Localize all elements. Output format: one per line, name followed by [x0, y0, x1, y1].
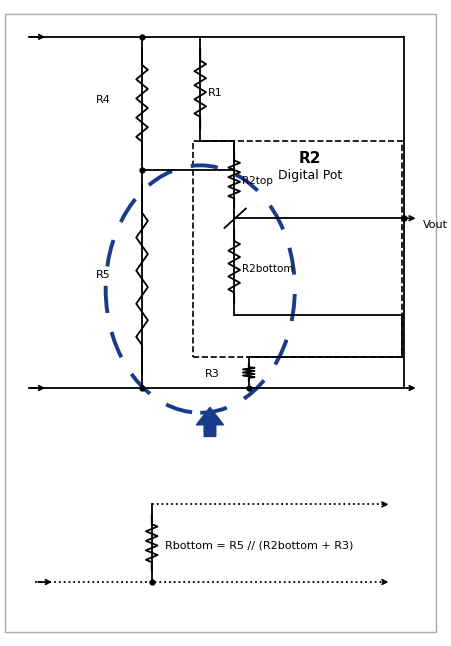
- Text: Rbottom = R5 // (R2bottom + R3): Rbottom = R5 // (R2bottom + R3): [165, 540, 353, 550]
- Text: Vout: Vout: [423, 220, 447, 230]
- Text: R3: R3: [205, 370, 219, 379]
- Text: R5: R5: [95, 271, 110, 280]
- Text: R1: R1: [207, 88, 222, 98]
- Text: R2top: R2top: [241, 176, 272, 186]
- Text: Digital Pot: Digital Pot: [277, 169, 341, 182]
- Text: R2bottom: R2bottom: [241, 264, 293, 274]
- Text: R4: R4: [95, 95, 110, 105]
- Text: R2: R2: [298, 151, 320, 166]
- FancyArrow shape: [196, 408, 223, 437]
